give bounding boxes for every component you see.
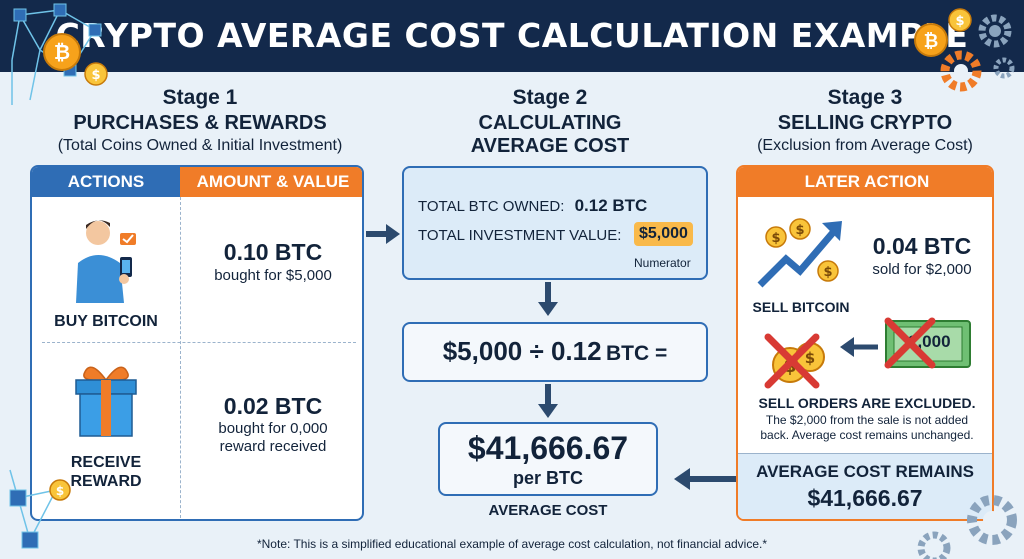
investment-row: TOTAL INVESTMENT VALUE: [418, 227, 621, 244]
svg-text:$: $ [823, 265, 832, 280]
stage3-title: SELLING CRYPTO [777, 112, 953, 134]
later-action-header: LATER ACTION [738, 167, 992, 197]
stage2-title-line2: AVERAGE COST [470, 135, 630, 157]
stage1-heading: Stage 1 PURCHASES & REWARDS (Total Coins… [20, 86, 380, 155]
numerator-label: Numerator [634, 256, 691, 270]
stage1-label: Stage 1 [162, 86, 238, 109]
remains-value: $41,666.67 [807, 485, 923, 511]
receive-reward-label: RECEIVE REWARD [32, 453, 180, 491]
arrow-right [366, 224, 400, 244]
gear-icon [917, 531, 951, 559]
remains-section: AVERAGE COST REMAINS $41,666.67 [738, 453, 992, 519]
stage2-title-line1: CALCULATING [478, 112, 622, 134]
bitcoin-icon: ₿ [43, 33, 81, 71]
owned-row: TOTAL BTC OWNED: 0.12 BTC [418, 196, 647, 216]
coin-icon: $ [84, 62, 108, 86]
stage1-title: PURCHASES & REWARDS [73, 112, 327, 134]
gear-icon [967, 495, 1017, 545]
arrow-left-small [840, 337, 878, 357]
banknote-icon [885, 320, 971, 368]
result-unit: per BTC [512, 468, 583, 488]
row-divider [42, 342, 356, 343]
sell-amount: 0.04 BTC [872, 233, 972, 259]
svg-text:$: $ [955, 14, 964, 29]
gear-icon [978, 14, 1012, 48]
result-box: $41,666.67 per BTC [438, 422, 658, 496]
svg-text:₿: ₿ [924, 31, 939, 52]
remains-label: AVERAGE COST REMAINS [756, 462, 974, 481]
arrow-down-2 [538, 384, 558, 418]
arrow-down-1 [538, 282, 558, 316]
owned-value: 0.12 BTC [574, 196, 648, 215]
excluded-line2: back. Average cost remains unchanged. [760, 428, 974, 442]
stage2-label: Stage 2 [512, 86, 588, 109]
cross-icon [884, 317, 936, 369]
svg-text:₿: ₿ [54, 40, 70, 64]
excluded-line1: The $2,000 from the sale is not added [765, 413, 969, 427]
average-cost-label: AVERAGE COST [488, 502, 608, 519]
column-divider [180, 197, 181, 519]
investment-value: $5,000 [634, 222, 693, 246]
row1-amount: 0.10 BTC [223, 239, 323, 265]
stage2-totals-box: TOTAL BTC OWNED: 0.12 BTC TOTAL INVESTME… [402, 166, 708, 280]
actions-header: ACTIONS [32, 167, 180, 197]
investment-label: TOTAL INVESTMENT VALUE: [418, 227, 622, 244]
svg-text:$: $ [805, 349, 815, 367]
cross-icon [764, 333, 820, 389]
row2-detail-line2: reward received [219, 438, 327, 455]
row2-detail-line1: bought for 0,000 [218, 420, 328, 437]
sell-bitcoin-label: SELL BITCOIN [752, 299, 850, 315]
row1-detail: bought for $5,000 [214, 267, 332, 284]
stage3-heading: Stage 3 SELLING CRYPTO (Exclusion from A… [730, 86, 1000, 155]
formula-box: $5,000 ÷ 0.12 BTC = [402, 322, 708, 382]
gear-icon [940, 50, 982, 92]
formula-text: $5,000 ÷ 0.12 BTC = [404, 336, 706, 367]
svg-text:$: $ [91, 68, 100, 83]
coin-icon: $ [948, 8, 972, 32]
svg-text:$: $ [771, 231, 780, 246]
receive-reward-line2: REWARD [70, 473, 142, 490]
stage3-panel: LATER ACTION $ $ $ 0.04 BTC sold for $2,… [736, 165, 994, 521]
row2-amount: 0.02 BTC [223, 393, 323, 419]
stage1-subtitle: (Total Coins Owned & Initial Investment) [57, 137, 343, 154]
blockchain-icon: $ [9, 469, 71, 549]
footer-note: *Note: This is a simplified educational … [256, 537, 768, 551]
owned-label: TOTAL BTC OWNED: [418, 198, 565, 215]
title-banner: CRYPTO AVERAGE COST CALCULATION EXAMPLE [0, 0, 1024, 72]
amount-header: AMOUNT & VALUE [180, 167, 362, 197]
stage3-subtitle: (Exclusion from Average Cost) [757, 137, 973, 154]
arrow-left [674, 468, 742, 490]
stage2-heading: Stage 2 CALCULATING AVERAGE COST [400, 86, 700, 158]
gift-icon [75, 366, 137, 437]
stage3-label: Stage 3 [827, 86, 903, 109]
result-value: $41,666.67 [467, 430, 629, 466]
blockchain-icon [11, 3, 102, 105]
svg-text:$: $ [56, 484, 64, 498]
bitcoin-icon: ₿ [914, 23, 948, 57]
formula-unit: BTC = [606, 342, 668, 365]
stage1-panel: ACTIONS AMOUNT & VALUE BUY BITCOIN 0.10 … [30, 165, 364, 521]
buy-bitcoin-label: BUY BITCOIN [54, 313, 158, 330]
chart-up-icon: $ $ $ [757, 218, 842, 288]
person-phone-icon [76, 220, 136, 303]
sell-detail: sold for $2,000 [872, 261, 972, 278]
excluded-title: SELL ORDERS ARE EXCLUDED. [758, 395, 976, 411]
page-title: CRYPTO AVERAGE COST CALCULATION EXAMPLE [55, 16, 969, 55]
formula-left: $5,000 ÷ 0.12 [442, 336, 602, 366]
gear-icon [993, 57, 1015, 79]
svg-text:$: $ [795, 223, 804, 238]
receive-reward-line1: RECEIVE [70, 454, 142, 471]
